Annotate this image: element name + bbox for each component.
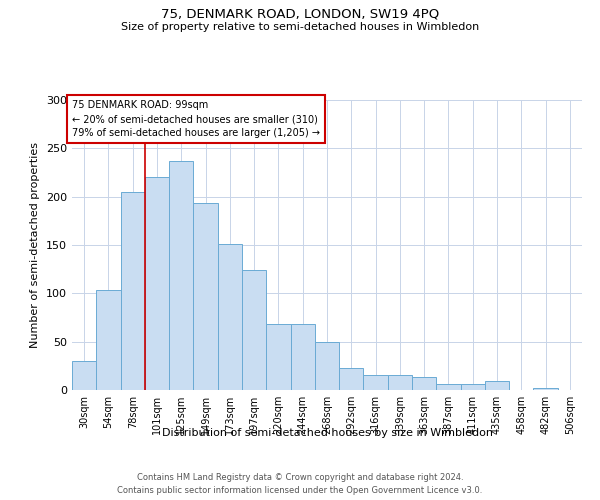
Bar (193, 204, 218, 390)
Bar (169, 161, 193, 390)
Bar (121, 192, 145, 390)
Bar (339, 368, 364, 390)
Text: Contains public sector information licensed under the Open Government Licence v3: Contains public sector information licen… (118, 486, 482, 495)
Bar (266, 324, 290, 390)
Bar (485, 382, 509, 390)
Bar (218, 244, 242, 390)
Bar (461, 384, 485, 390)
Text: Contains HM Land Registry data © Crown copyright and database right 2024.: Contains HM Land Registry data © Crown c… (137, 472, 463, 482)
Bar (388, 374, 412, 390)
Bar (242, 270, 266, 390)
Y-axis label: Number of semi-detached properties: Number of semi-detached properties (31, 142, 40, 348)
Text: 75 DENMARK ROAD: 99sqm
← 20% of semi-detached houses are smaller (310)
79% of se: 75 DENMARK ROAD: 99sqm ← 20% of semi-det… (72, 100, 320, 138)
Bar (72, 361, 96, 390)
Bar (436, 384, 461, 390)
Text: Distribution of semi-detached houses by size in Wimbledon: Distribution of semi-detached houses by … (161, 428, 493, 438)
Bar (412, 378, 436, 390)
Bar (533, 388, 558, 390)
Bar (315, 342, 339, 390)
Bar (96, 290, 121, 390)
Text: Size of property relative to semi-detached houses in Wimbledon: Size of property relative to semi-detach… (121, 22, 479, 32)
Bar (290, 324, 315, 390)
Bar (364, 374, 388, 390)
Text: 75, DENMARK ROAD, LONDON, SW19 4PQ: 75, DENMARK ROAD, LONDON, SW19 4PQ (161, 8, 439, 20)
Bar (145, 178, 169, 390)
